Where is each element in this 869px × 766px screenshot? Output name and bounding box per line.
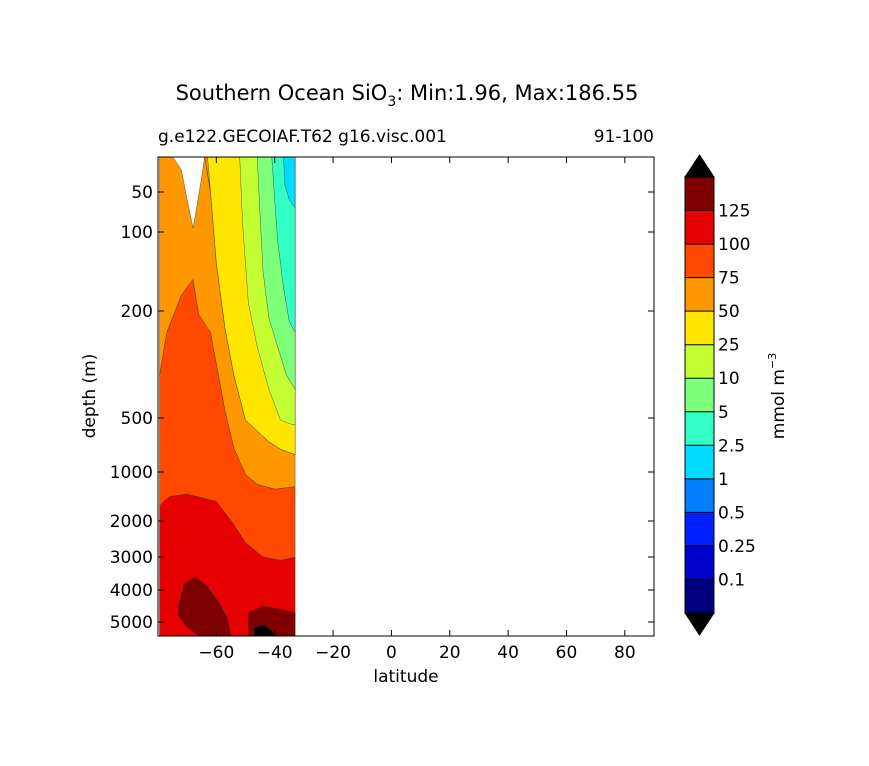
colorbar-swatch — [685, 210, 714, 245]
colorbar: 0.1 0.25 0.5 1 2.5 5 10 25 50 75 100 125 — [684, 154, 756, 636]
heatmap-layer — [159, 157, 296, 636]
colorbar-swatch — [685, 411, 714, 446]
colorbar-tick-label: 50 — [718, 302, 740, 322]
x-tick-label: 80 — [614, 643, 636, 663]
colorbar-under-triangle — [684, 612, 715, 636]
colorbar-swatch — [685, 177, 714, 211]
colorbar-swatch — [685, 579, 714, 613]
colorbar-tick-label: 2.5 — [718, 436, 745, 456]
colorbar-tick-label: 100 — [718, 235, 750, 255]
colorbar-swatch — [685, 344, 714, 379]
colorbar-tick-label: 1 — [718, 470, 729, 490]
band-1-2.5 — [283, 157, 296, 209]
y-tick-label: 3000 — [110, 548, 153, 568]
colorbar-tick-label: 0.25 — [718, 537, 756, 557]
colorbar-swatch — [685, 478, 714, 513]
band-over-max — [254, 624, 275, 636]
colorbar-swatch — [685, 277, 714, 312]
chart-title: Southern Ocean SiO3: Min:1.96, Max:186.5… — [176, 81, 639, 110]
chart-subtitle-right: 91-100 — [594, 127, 654, 147]
y-tick-label: 1000 — [110, 463, 153, 483]
x-axis-label: latitude — [373, 667, 438, 687]
y-tick-label: 500 — [121, 409, 153, 429]
band-125-plus-west — [178, 576, 232, 636]
colorbar-swatch — [685, 311, 714, 345]
colorbar-tick-label: 0.5 — [718, 503, 745, 523]
colorbar-label: mmol m−3 — [766, 353, 789, 439]
plot-frame — [157, 156, 655, 637]
y-axis: 50 100 200 500 1000 2000 3000 4000 5000 — [110, 183, 654, 633]
x-tick-label: −40 — [257, 643, 293, 663]
colorbar-tick-label: 5 — [718, 403, 729, 423]
colorbar-swatch — [685, 445, 714, 479]
colorbar-frame — [684, 176, 715, 614]
y-tick-label: 50 — [131, 183, 153, 203]
colorbar-swatch — [685, 378, 714, 412]
colorbar-tick-label: 10 — [718, 369, 740, 389]
colorbar-tick-label: 125 — [718, 202, 750, 222]
colorbar-tick-label: 25 — [718, 336, 740, 356]
x-axis: −60 −40 −20 0 20 40 60 80 — [198, 157, 636, 663]
x-tick-label: 60 — [556, 643, 578, 663]
chart-subtitle-left: g.e122.GECOIAF.T62 g16.visc.001 — [158, 127, 447, 147]
y-tick-label: 200 — [121, 302, 153, 322]
colorbar-over-triangle — [684, 154, 715, 178]
x-tick-label: −60 — [198, 643, 234, 663]
y-tick-label: 4000 — [110, 581, 153, 601]
colorbar-tick-label: 75 — [718, 269, 740, 289]
y-axis-label: depth (m) — [80, 354, 100, 439]
x-tick-label: 40 — [497, 643, 519, 663]
colorbar-tick-label: 0.1 — [718, 571, 745, 591]
y-tick-label: 2000 — [110, 512, 153, 532]
colorbar-swatch — [685, 545, 714, 580]
colorbar-swatch — [685, 244, 714, 278]
y-tick-label: 100 — [121, 223, 153, 243]
colorbar-swatch — [685, 512, 714, 546]
x-tick-label: −20 — [315, 643, 351, 663]
x-tick-label: 20 — [439, 643, 461, 663]
x-tick-label: 0 — [386, 643, 397, 663]
y-tick-label: 5000 — [110, 613, 153, 633]
